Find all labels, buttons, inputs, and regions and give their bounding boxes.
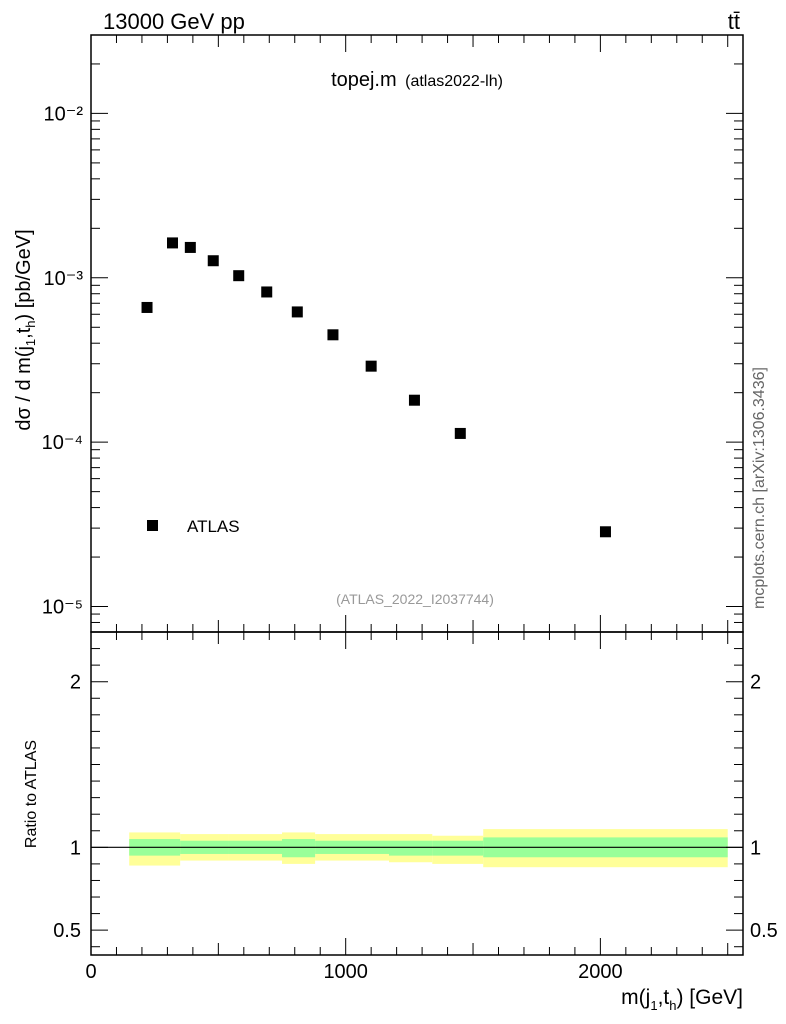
ratio-y-tick-label-right: 2 bbox=[750, 672, 761, 694]
inner-band-bin bbox=[388, 840, 433, 856]
chart-subtitle: (atlas2022-lh) bbox=[405, 73, 503, 90]
inner-band-bin bbox=[282, 839, 316, 858]
ratio-y-tick-label: 2 bbox=[70, 672, 81, 694]
main-y-tick-label: 10⁻³ bbox=[44, 268, 84, 290]
ratio-y-tick-label: 0.5 bbox=[53, 920, 81, 942]
data-series-atlas bbox=[141, 237, 611, 538]
legend-marker bbox=[147, 520, 158, 531]
data-point bbox=[454, 427, 466, 439]
analysis-id: (ATLAS_2022_I2037744) bbox=[336, 591, 494, 607]
x-tick-labels: 0 1000 2000 bbox=[85, 961, 622, 983]
ratio-uncertainty-bands bbox=[129, 829, 728, 868]
data-point bbox=[327, 329, 339, 341]
legend-label: ATLAS bbox=[187, 517, 240, 536]
inner-band-bin bbox=[432, 840, 484, 856]
main-panel-frame bbox=[90, 34, 744, 633]
ratio-y-axis-label: Ratio to ATLAS bbox=[23, 740, 40, 848]
main-y-tick-label: 10⁻² bbox=[44, 103, 84, 125]
data-point bbox=[184, 241, 196, 253]
main-y-tick-label: 10⁻⁴ bbox=[42, 432, 83, 454]
x-tick-label: 1000 bbox=[323, 961, 368, 983]
ratio-y-tick-labels: 0.5 0.5 1 1 2 2 bbox=[53, 672, 778, 942]
main-y-tick-label: 10⁻⁵ bbox=[42, 597, 83, 619]
process-label: tt̄ bbox=[728, 9, 740, 34]
data-point bbox=[291, 306, 303, 318]
main-panel-ticks bbox=[90, 34, 743, 633]
x-axis-label: m(j1,th) [GeV] bbox=[621, 986, 743, 1013]
ratio-panel-frame bbox=[90, 631, 744, 956]
data-point bbox=[599, 526, 611, 538]
data-point bbox=[207, 255, 219, 267]
data-point bbox=[365, 360, 377, 372]
chart-title: topej.m bbox=[331, 69, 397, 91]
x-tick-label: 2000 bbox=[578, 961, 623, 983]
energy-label: 13000 GeV pp bbox=[103, 9, 245, 34]
data-point bbox=[233, 270, 245, 282]
side-watermark: mcplots.cern.ch [arXiv:1306.3436] bbox=[751, 367, 768, 609]
data-point bbox=[167, 237, 178, 249]
ratio-y-tick-label-right: 0.5 bbox=[750, 920, 778, 942]
chart-title-group: topej.m (atlas2022-lh) bbox=[331, 69, 503, 91]
x-tick-label: 0 bbox=[85, 961, 96, 983]
ratio-y-tick-label: 1 bbox=[70, 837, 81, 859]
ratio-y-tick-label-right: 1 bbox=[750, 837, 761, 859]
main-y-axis-label: dσ / d m(j1,th) [pb/GeV] bbox=[13, 229, 38, 430]
main-y-tick-labels: 10⁻⁵ 10⁻⁴ 10⁻³ 10⁻² bbox=[42, 103, 84, 618]
data-point bbox=[408, 394, 420, 406]
ratio-panel-ticks bbox=[90, 631, 743, 955]
data-point bbox=[261, 286, 273, 298]
data-point bbox=[141, 301, 153, 313]
